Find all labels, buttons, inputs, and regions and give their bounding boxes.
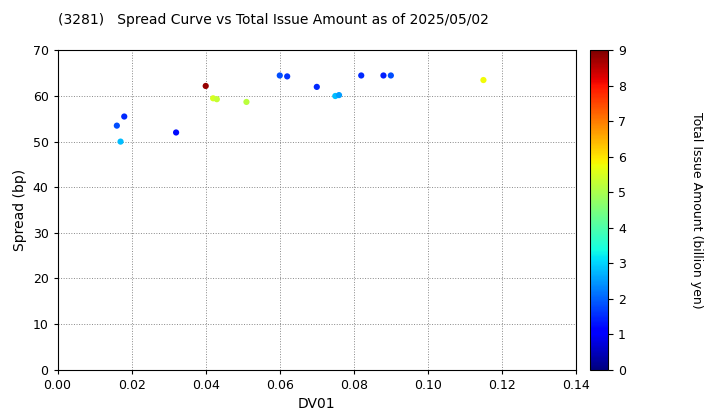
Point (330, 93, 341, 100)
Point (311, 84, 323, 90)
Point (356, 72, 367, 79)
X-axis label: DV01: DV01 (298, 397, 336, 411)
Point (385, 72, 397, 79)
Point (282, 73, 293, 80)
Point (211, 96, 222, 102)
Point (207, 95, 219, 102)
Point (477, 77, 489, 84)
Point (274, 72, 286, 79)
Point (111, 122, 122, 129)
Point (171, 129, 182, 136)
Point (378, 72, 390, 79)
Y-axis label: Spread (bp): Spread (bp) (13, 169, 27, 251)
Point (119, 113, 130, 120)
Point (240, 99, 252, 105)
Point (114, 138, 126, 145)
Y-axis label: Total Issue Amount (billion yen): Total Issue Amount (billion yen) (690, 112, 703, 308)
Point (200, 83, 212, 89)
Point (333, 92, 345, 98)
Text: (3281)   Spread Curve vs Total Issue Amount as of 2025/05/02: (3281) Spread Curve vs Total Issue Amoun… (58, 13, 488, 26)
